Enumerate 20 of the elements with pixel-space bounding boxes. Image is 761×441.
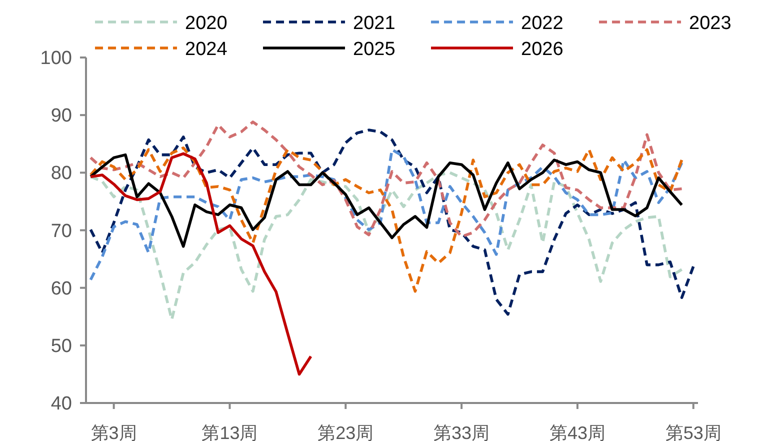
x-tick-label: 第3周: [90, 423, 137, 441]
y-tick-label: 80: [50, 163, 72, 184]
y-tick-label: 40: [50, 394, 72, 414]
y-tick-label: 60: [50, 278, 72, 300]
x-tick-label: 第13周: [202, 423, 258, 441]
y-tick-label: 100: [40, 48, 72, 69]
legend-label: 2026: [521, 39, 564, 60]
legend-label: 2025: [353, 39, 396, 60]
legend-label: 2020: [185, 13, 228, 34]
legend-label: 2024: [185, 39, 228, 60]
x-tick-label: 第23周: [318, 423, 374, 441]
y-tick-label: 50: [50, 336, 72, 357]
x-tick-label: 第43周: [549, 423, 606, 441]
legend-label: 2021: [353, 13, 396, 34]
legend-label: 2023: [689, 13, 732, 34]
legend-label: 2022: [521, 13, 564, 34]
x-tick-label: 第33周: [434, 423, 490, 441]
y-tick-label: 90: [50, 106, 72, 127]
y-tick-label: 70: [50, 220, 72, 242]
x-tick-label: 第53周: [665, 423, 722, 441]
